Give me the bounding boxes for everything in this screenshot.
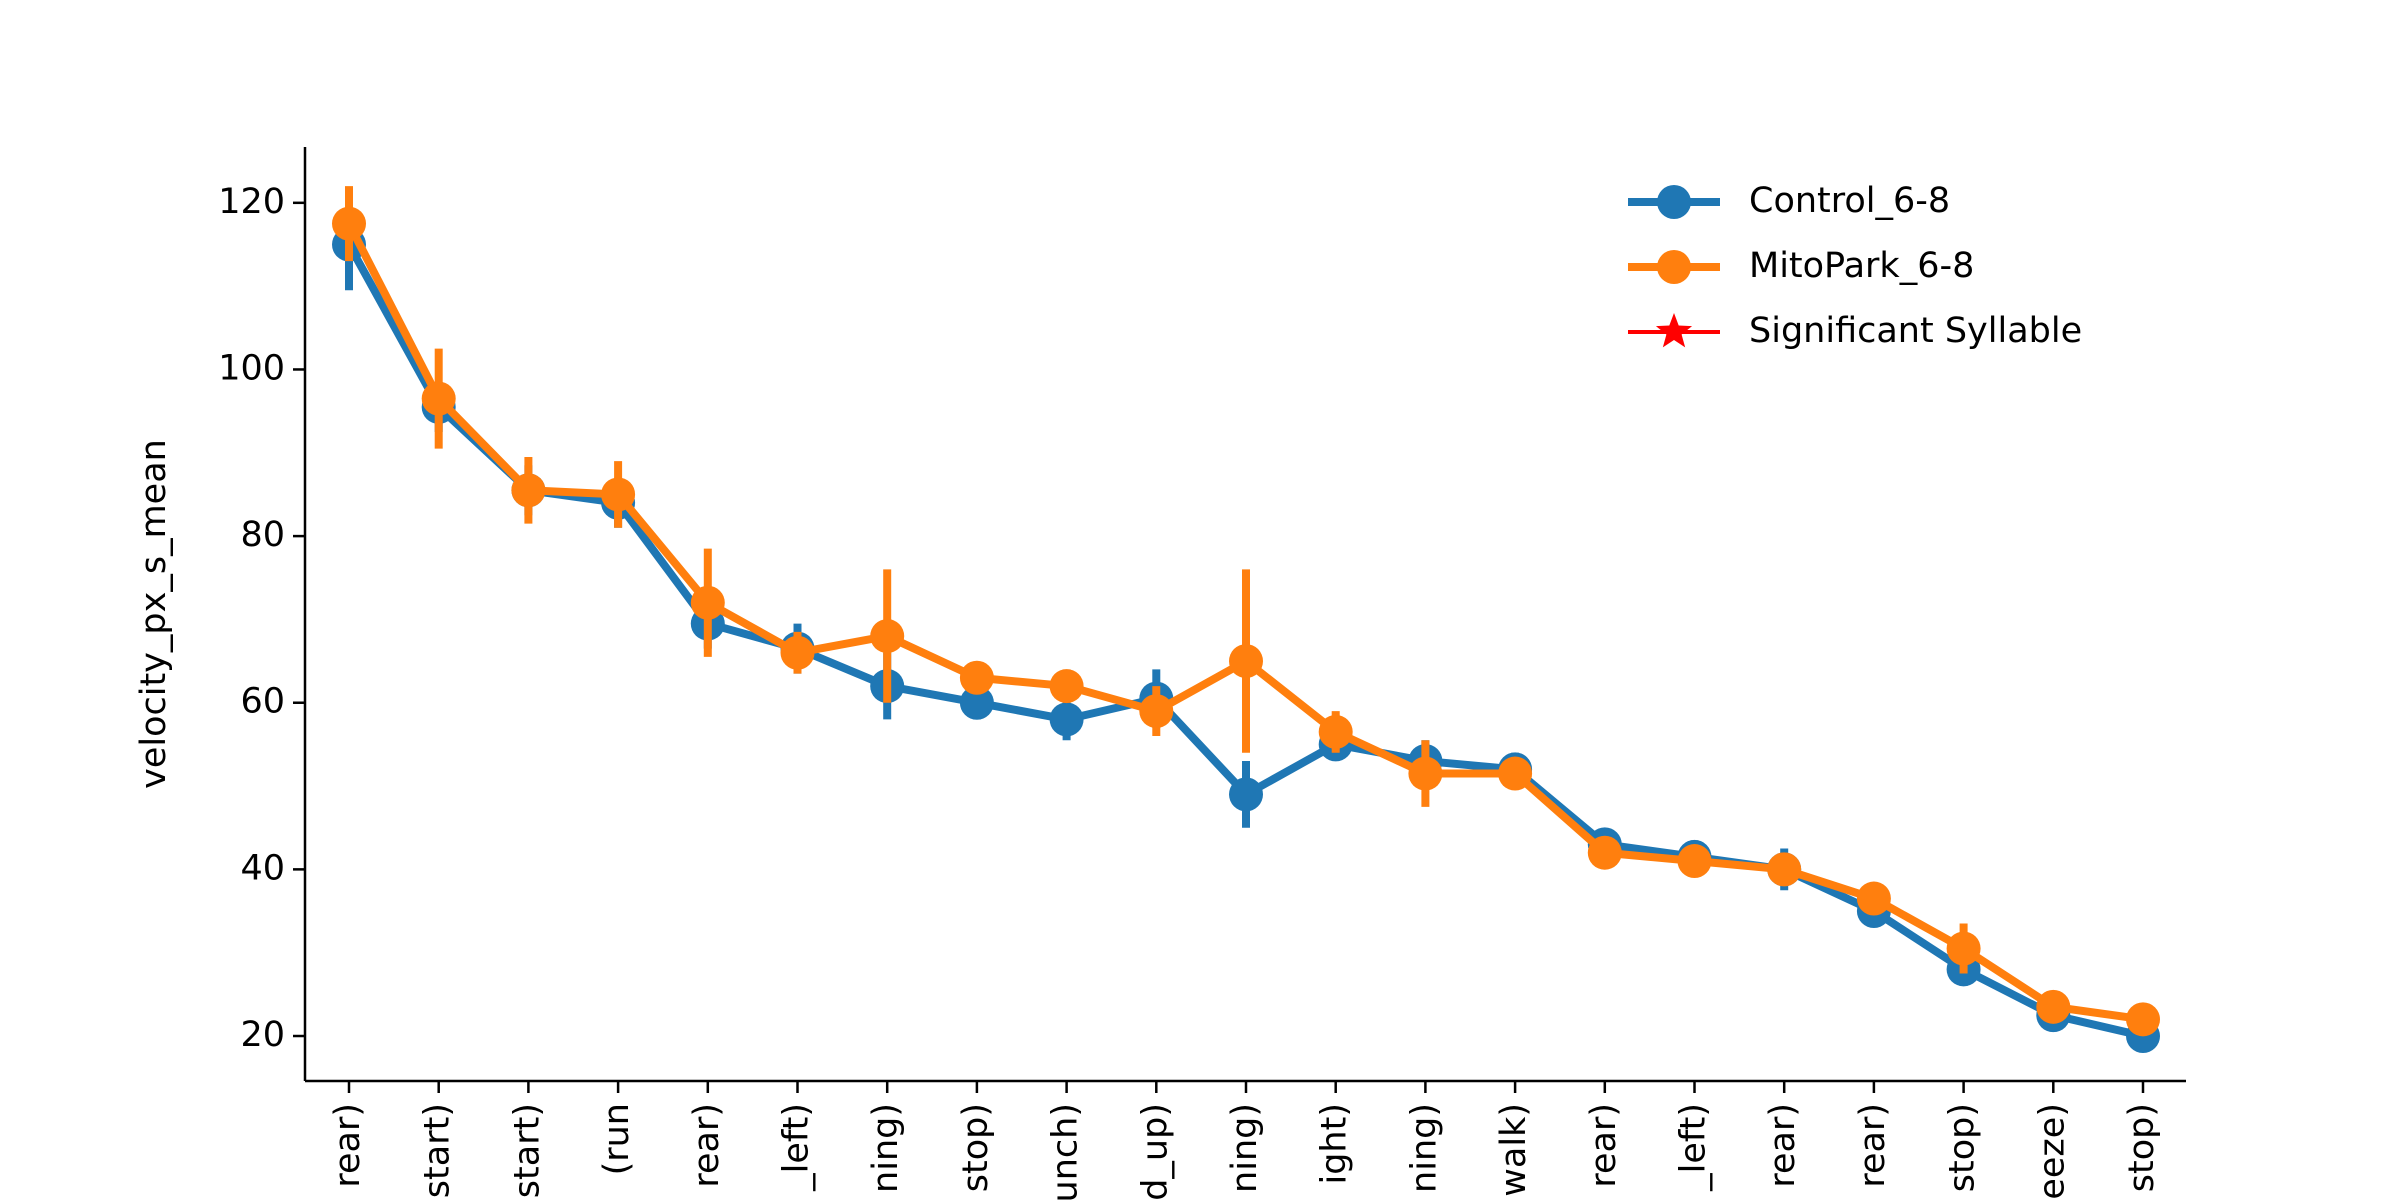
- point: [2126, 1002, 2160, 1037]
- y-axis-label: velocity_px_s_mean: [134, 439, 174, 789]
- x-tick-label: walk): [1494, 1103, 1534, 1197]
- y-tick-label: 120: [218, 182, 285, 222]
- x-tick-label: rear): [1584, 1103, 1624, 1188]
- point: [1677, 844, 1712, 879]
- point: [1587, 835, 1622, 870]
- point: [1049, 669, 1084, 704]
- point: [332, 206, 366, 241]
- x-tick-label: start): [418, 1103, 458, 1198]
- y-tick-label: 40: [240, 848, 285, 888]
- point: [511, 473, 546, 508]
- point: [1856, 881, 1891, 916]
- x-tick-label: rear): [328, 1103, 368, 1188]
- point: [601, 477, 636, 512]
- x-tick-label: rear): [1763, 1103, 1803, 1188]
- y-tick-label: 20: [240, 1015, 285, 1055]
- y-tick-label: 60: [240, 682, 285, 722]
- y-tick-label: 80: [240, 515, 285, 555]
- x-tick-label: ning): [1225, 1103, 1265, 1193]
- x-tick-label: stop): [2122, 1103, 2162, 1192]
- legend-label: Control_6-8: [1749, 181, 1950, 221]
- x-tick-label: _left): [1674, 1103, 1714, 1192]
- point: [1767, 852, 1802, 887]
- x-tick-label: ning): [1404, 1103, 1444, 1193]
- x-tick-label: eeze): [2032, 1103, 2072, 1200]
- point: [1049, 702, 1084, 737]
- x-tick-label: rear): [1853, 1103, 1893, 1188]
- x-tick-label: (run: [597, 1103, 637, 1175]
- x-tick-label: stop): [1943, 1103, 1983, 1192]
- point: [1498, 756, 1533, 791]
- point: [1946, 931, 1981, 966]
- legend-marker: [1655, 313, 1693, 348]
- point: [870, 619, 905, 654]
- x-tick-label: ight): [1315, 1103, 1355, 1185]
- point: [1408, 756, 1443, 791]
- legend-marker: [1657, 185, 1691, 219]
- point: [2036, 989, 2071, 1024]
- y-tick-label: 100: [218, 348, 285, 388]
- legend-marker: [1657, 250, 1691, 284]
- point: [421, 381, 456, 416]
- x-tick-label: stop): [956, 1103, 996, 1192]
- x-tick-label: start): [507, 1103, 547, 1198]
- x-tick-label: ning): [866, 1103, 906, 1193]
- point: [1229, 644, 1263, 679]
- x-tick-label: d_up): [1135, 1103, 1175, 1200]
- point: [1318, 714, 1353, 749]
- legend-label: MitoPark_6-8: [1749, 246, 1974, 286]
- point: [959, 660, 994, 695]
- x-tick-label: _left): [777, 1103, 817, 1192]
- point: [1229, 777, 1263, 812]
- point: [1139, 694, 1174, 729]
- legend-label: Significant Syllable: [1749, 311, 2082, 351]
- point: [690, 585, 725, 620]
- point: [780, 635, 815, 670]
- x-tick-label: rear): [687, 1103, 727, 1188]
- point: [959, 685, 994, 720]
- x-tick-label: unch): [1046, 1103, 1086, 1200]
